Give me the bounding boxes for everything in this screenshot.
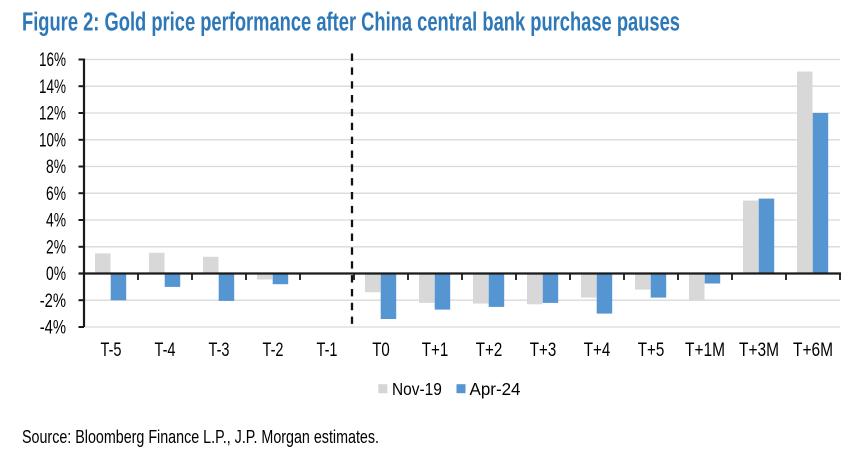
svg-text:4%: 4%: [46, 210, 66, 232]
svg-text:2%: 2%: [46, 236, 66, 258]
svg-text:Apr-24: Apr-24: [470, 379, 521, 399]
svg-text:Nov-19: Nov-19: [392, 379, 442, 399]
svg-text:10%: 10%: [39, 129, 66, 151]
svg-text:T-1: T-1: [317, 339, 338, 361]
svg-text:T+6M: T+6M: [793, 339, 833, 361]
svg-text:-2%: -2%: [40, 290, 66, 312]
svg-text:T+1M: T+1M: [685, 339, 725, 361]
svg-text:T+5: T+5: [638, 339, 665, 361]
svg-text:T-2: T-2: [263, 339, 284, 361]
svg-text:T+3M: T+3M: [739, 339, 779, 361]
svg-text:8%: 8%: [46, 156, 66, 178]
svg-text:14%: 14%: [39, 76, 66, 98]
svg-text:0%: 0%: [46, 263, 66, 285]
svg-text:Figure 2: Gold price performan: Figure 2: Gold price performance after C…: [22, 9, 680, 37]
svg-text:-4%: -4%: [40, 317, 66, 339]
svg-text:T-5: T-5: [101, 339, 122, 361]
svg-text:T+4: T+4: [584, 339, 611, 361]
svg-text:T-4: T-4: [155, 339, 176, 361]
svg-text:16%: 16%: [39, 49, 66, 71]
svg-text:T+1: T+1: [422, 339, 449, 361]
svg-text:Source: Bloomberg Finance L.P.: Source: Bloomberg Finance L.P., J.P. Mor…: [22, 427, 379, 447]
svg-text:T+3: T+3: [530, 339, 557, 361]
svg-text:6%: 6%: [46, 183, 66, 205]
svg-text:T+2: T+2: [476, 339, 503, 361]
svg-text:T0: T0: [372, 339, 390, 361]
svg-text:T-3: T-3: [209, 339, 230, 361]
svg-text:12%: 12%: [39, 103, 66, 125]
